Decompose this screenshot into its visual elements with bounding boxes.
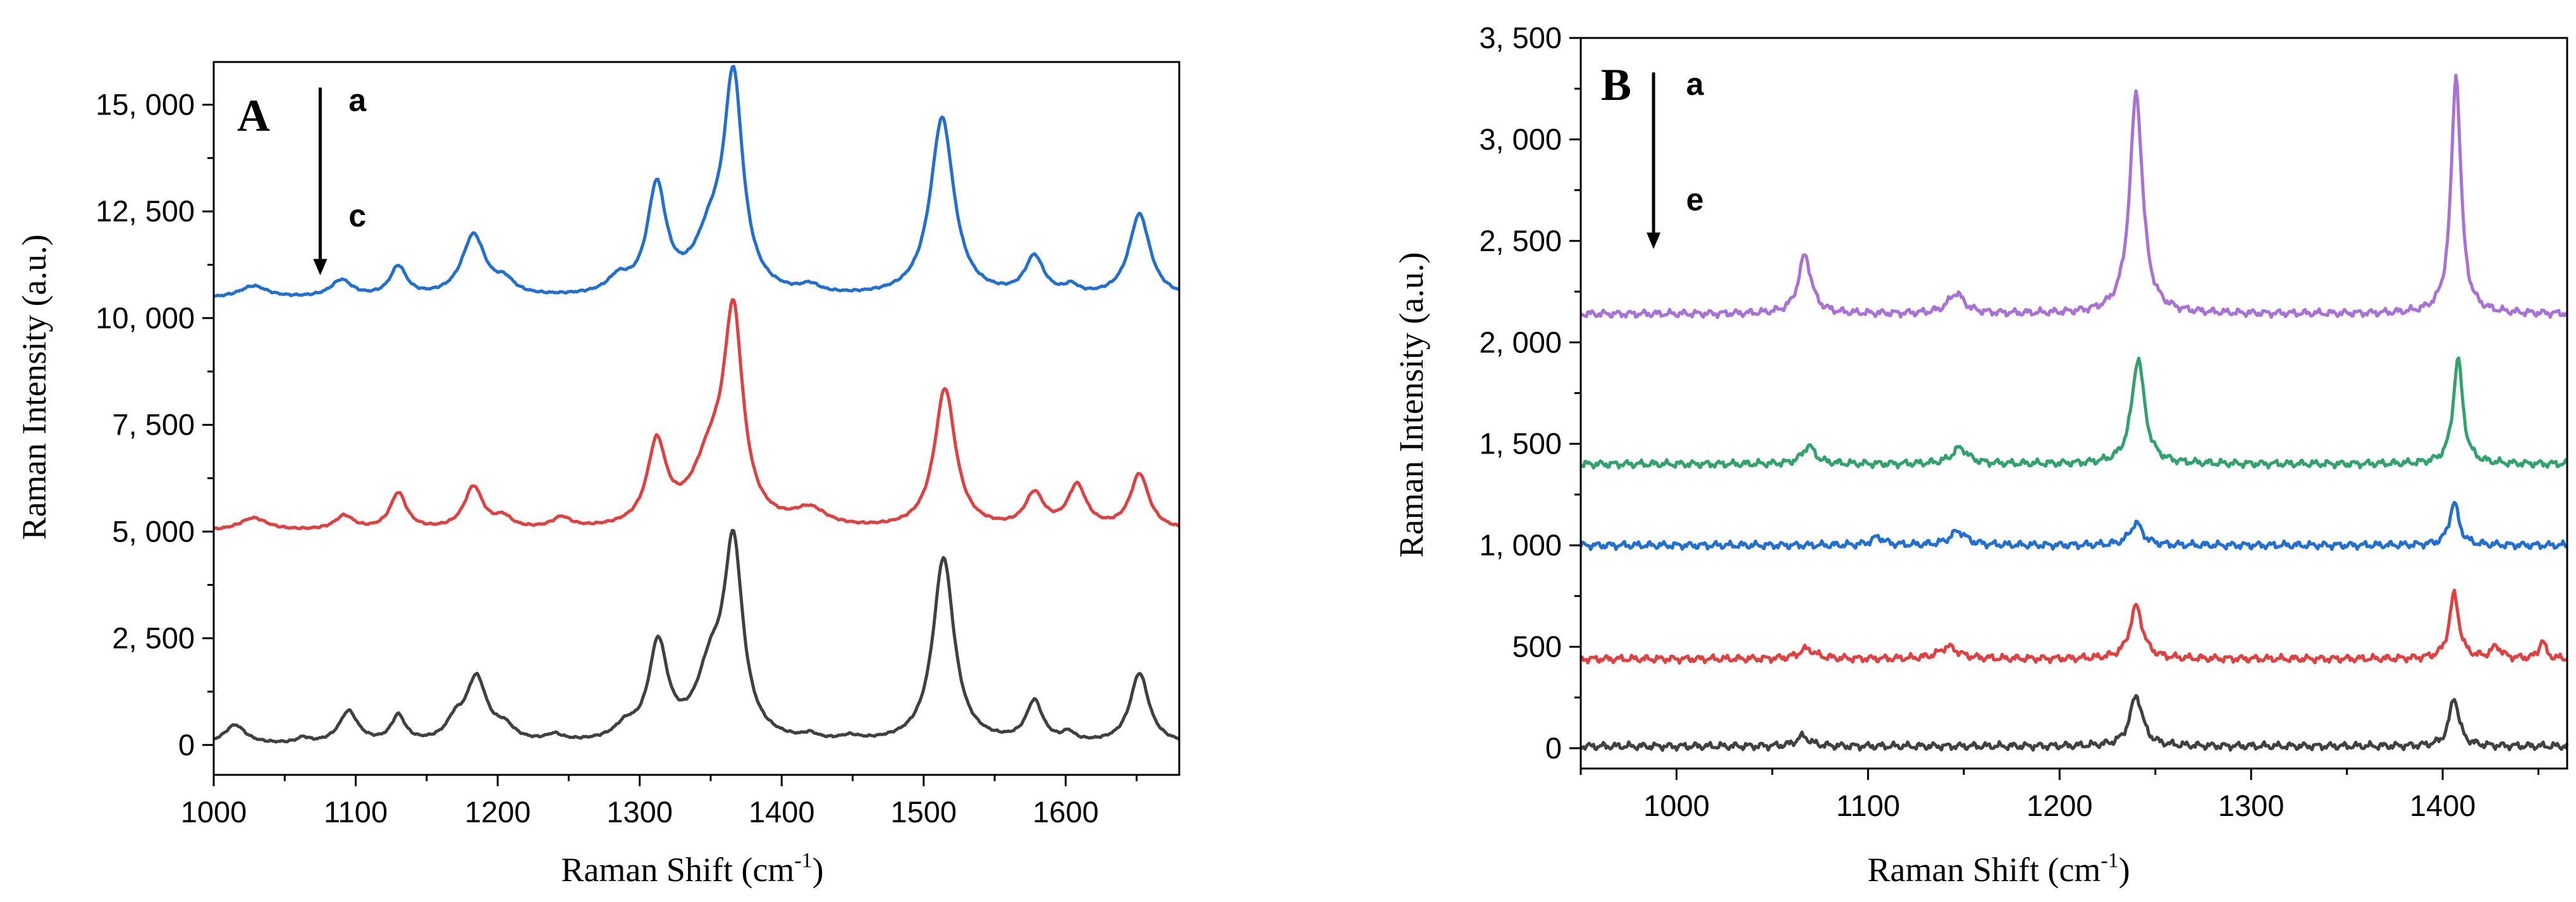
y-tick-label: 2, 500: [1479, 224, 1562, 257]
x-tick-label: 1400: [749, 795, 815, 829]
series-line-b: [1580, 356, 2569, 470]
series-layer: [1579, 73, 2569, 752]
annotation-label: a: [1686, 66, 1705, 102]
x-tick-label: 1100: [324, 795, 388, 829]
y-tick-label: 1, 000: [1479, 528, 1562, 562]
y-tick-label: 2, 000: [1479, 325, 1562, 359]
series-layer: [212, 65, 1181, 744]
arrow-head: [1647, 232, 1661, 249]
x-axis-title: Raman Shift (cm-1): [1867, 849, 2130, 889]
x-tick-label: 1400: [2410, 789, 2476, 822]
tick-marks: [202, 103, 1138, 786]
tick-marks: [1569, 37, 2540, 780]
y-tick-label: 3, 000: [1479, 122, 1562, 156]
x-tick-label: 1600: [1033, 795, 1099, 829]
series-line-d: [1579, 588, 2568, 665]
x-tick-label: 1500: [891, 795, 957, 829]
series-line-b: [212, 298, 1180, 531]
y-tick-label: 500: [1512, 630, 1562, 664]
x-tick-label: 1200: [2027, 789, 2093, 822]
series-line-c: [1579, 500, 2568, 552]
arrow-head: [313, 259, 328, 276]
tick-labels: 1000 1100 1200 1300 1400 1500 1600 0 2, 500 5, 00…: [95, 87, 1098, 829]
arrow: ac: [313, 83, 367, 276]
arrow: ae: [1647, 66, 1705, 249]
annotation-label: c: [348, 198, 366, 233]
series-line-a: [1580, 73, 2568, 319]
x-axis-title: Raman Shift (cm-1): [561, 849, 823, 889]
plot-frame: [212, 61, 1181, 776]
series-line-e: [1579, 694, 2569, 752]
series-line-c: [213, 529, 1181, 744]
x-tick-label: 1000: [1643, 789, 1710, 822]
series-line-a: [213, 65, 1181, 298]
x-tick-label: 1000: [181, 795, 247, 829]
y-axis-title: Raman Intensity (a.u.): [1392, 252, 1430, 558]
y-tick-label: 10, 000: [95, 301, 195, 335]
y-axis-title: Raman Intensity (a.u.): [15, 235, 53, 540]
y-tick-label: 12, 500: [95, 194, 195, 228]
chart-panel-a: 1000 1100 1200 1300 1400 1500 1600 0 2, 500 5, 00…: [15, 61, 1181, 889]
tick-labels: 1000 1100 1200 1300 1400 0 500 1, 000 1, 500 2, 0…: [1479, 21, 2475, 822]
panel-label: B: [1601, 59, 1631, 110]
y-tick-label: 0: [178, 728, 195, 762]
x-tick-label: 1300: [606, 795, 673, 829]
x-tick-label: 1100: [1836, 789, 1900, 822]
annotation-label: e: [1686, 182, 1704, 218]
annotation-label: a: [348, 83, 367, 118]
y-tick-label: 0: [1545, 731, 1562, 765]
y-tick-label: 15, 000: [95, 87, 195, 121]
y-tick-label: 1, 500: [1479, 427, 1562, 460]
x-tick-label: 1300: [2218, 789, 2285, 822]
y-tick-label: 5, 000: [112, 514, 195, 548]
panel-label: A: [237, 90, 270, 141]
y-tick-label: 3, 500: [1479, 21, 1562, 54]
y-tick-label: 2, 500: [112, 621, 195, 655]
x-tick-label: 1200: [465, 795, 531, 829]
chart-panel-b: 1000 1100 1200 1300 1400 0 500 1, 000 1, 500 2, 0…: [1392, 21, 2569, 889]
plot-frame: [1579, 37, 2568, 770]
y-tick-label: 7, 500: [112, 408, 195, 442]
